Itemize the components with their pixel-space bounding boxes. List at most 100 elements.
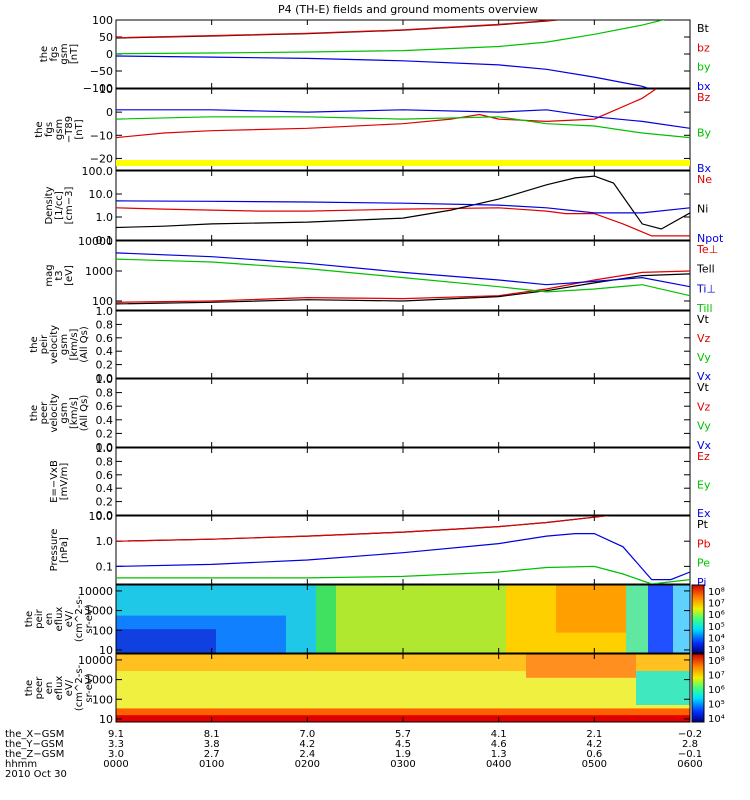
x-tick-label: 8.1 (204, 729, 220, 740)
legend-Ni: Ni (697, 203, 708, 216)
series-line-Till (116, 258, 690, 297)
y-axis-label: E=−VxB[mV/m] (49, 460, 70, 503)
y-tick-label: 0.8 (96, 318, 114, 331)
series-line-Bz (116, 89, 657, 139)
y-axis-label: Pressure[nPa] (49, 529, 70, 572)
ephemeris-row-label: the_Z−GSM (5, 749, 64, 760)
y-tick-label: 0.2 (96, 427, 114, 440)
legend-bx: bx (697, 80, 711, 93)
x-tick-label: 5.7 (395, 729, 411, 740)
y-axis-label: thepeervelocitygsm[km/s](All Qs) (29, 393, 90, 432)
y-tick-label: 0.4 (96, 414, 114, 427)
y-tick-label: 1.0 (96, 442, 114, 455)
panel-0: 100 50 0 −50 −100 thefgsgsm[nT] Bt bz by bx (39, 14, 711, 95)
x-tick-label: 3.8 (204, 739, 220, 750)
y-tick-label: 0.4 (96, 345, 114, 358)
y-tick-label: 1000 (85, 265, 113, 278)
y-tick-label: 0 (106, 48, 113, 61)
y-tick-label: 0.0 (96, 441, 114, 454)
x-tick-label: 4.6 (491, 739, 507, 750)
x-tick-label: 3.3 (108, 739, 124, 750)
legend-Pi: Pi (697, 576, 706, 589)
series-line-Bx (116, 109, 690, 129)
x-tick-label: 0500 (582, 759, 607, 770)
x-tick-label: 1.3 (491, 749, 507, 760)
y-tick-label: 10000 (78, 235, 113, 248)
y-tick-label: 10000 (78, 585, 113, 598)
x-tick-label: 0200 (295, 759, 320, 770)
panel-frame (115, 88, 691, 171)
y-tick-label: 0.6 (96, 469, 114, 482)
legend-Bx: Bx (697, 162, 712, 175)
panel-8: 10000 1000 100 10 thepeirenefluxeV/(cm^2-s-s… (24, 584, 725, 657)
legend-Vz: Vz (697, 332, 711, 345)
y-tick-label: 10000 (78, 654, 113, 667)
colorbar-label: 10⁶ (708, 685, 725, 696)
y-tick-label: −50 (90, 65, 113, 78)
x-tick-label: 3.0 (108, 749, 124, 760)
legend-Pe: Pe (697, 557, 710, 570)
legend-Ti⊥: Ti⊥ (696, 282, 716, 295)
panels: 100500−50−100thefgsgsm[nT]Btbzbybx100−10… (24, 14, 725, 726)
x-tick-label: 0.6 (586, 749, 602, 760)
panel-frame (115, 170, 691, 241)
colorbar-label: 10³ (708, 645, 725, 656)
legend-Vz: Vz (697, 400, 711, 413)
legend-by: by (697, 61, 711, 74)
legend-Ez: Ez (697, 450, 710, 463)
legend-Bt: Bt (697, 22, 710, 35)
legend-Vx: Vx (697, 439, 712, 452)
y-tick-label: 10 (99, 644, 113, 657)
y-axis-label: thepeerenefluxeV/(cm^2-s-sr-eV) (24, 664, 95, 711)
panel-1: 10 0 −10 −20 thefgsgsm−T89[nT] Bz By Bx (34, 83, 712, 175)
colorbar (691, 584, 705, 654)
legend-Vt: Vt (697, 381, 710, 394)
y-tick-label: 0.8 (96, 455, 114, 468)
legend-Tell: Tell (696, 263, 715, 276)
y-tick-label: 10.0 (89, 510, 114, 523)
y-tick-label: −100 (83, 82, 113, 95)
y-tick-label: 1.0 (96, 305, 114, 318)
legend-Ex: Ex (697, 507, 711, 520)
series-line-Te⊥ (116, 270, 690, 303)
legend-By: By (697, 127, 712, 140)
y-tick-label: 1000 (85, 605, 113, 618)
y-tick-label: 50 (99, 31, 113, 44)
y-tick-label: 1.0 (96, 373, 114, 386)
y-tick-label: 100 (92, 693, 113, 706)
y-axis-label: thefgsgsm[nT] (39, 43, 80, 64)
series-line-By (116, 116, 690, 139)
x-tick-label: −0.1 (678, 749, 702, 760)
y-tick-label: 1.0 (96, 211, 114, 224)
x-tick-label: 0400 (486, 759, 511, 770)
y-axis-label: Density[1/cc][cm−3] (44, 186, 75, 224)
chart-title: P4 (TH-E) fields and ground moments over… (278, 3, 538, 16)
series-line-Npot (116, 200, 690, 214)
x-axis-ephemeris: the_X−GSM 9.1 8.1 7.0 5.7 4.1 2.1 −0.2 the_Y−GSM… (5, 729, 703, 780)
x-tick-label: 0100 (199, 759, 224, 770)
x-tick-label: −0.2 (678, 729, 702, 740)
colorbar-label: 10⁸ (708, 656, 725, 667)
legend-Bz: Bz (697, 91, 711, 104)
x-tick-label: 2.4 (299, 749, 315, 760)
y-tick-label: 10 (99, 713, 113, 726)
x-tick-label: 7.0 (299, 729, 315, 740)
y-tick-label: 10.0 (89, 188, 114, 201)
y-tick-label: 0.2 (96, 359, 114, 372)
y-tick-label: 0.1 (96, 234, 114, 247)
legend-Ne: Ne (697, 173, 712, 186)
y-tick-label: 10 (99, 83, 113, 96)
colorbar-label: 10⁵ (708, 622, 725, 633)
panel-3: 10000 1000 100 magt3[eV] Te⊥ Tell Ti⊥ Till (44, 235, 718, 315)
legend-Vy: Vy (697, 351, 711, 364)
series-line-Pb (116, 516, 610, 542)
colorbar (691, 653, 705, 723)
legend-Te⊥: Te⊥ (696, 243, 718, 256)
y-tick-label: 100 (92, 624, 113, 637)
spectrogram-9 (116, 654, 690, 722)
x-tick-label: 4.2 (586, 739, 602, 750)
y-tick-label: 1.0 (96, 535, 114, 548)
panel-4: 1.00.80.60.40.20.0thepeirvelocitygsm[km/… (29, 305, 712, 385)
x-tick-label: 0300 (390, 759, 415, 770)
